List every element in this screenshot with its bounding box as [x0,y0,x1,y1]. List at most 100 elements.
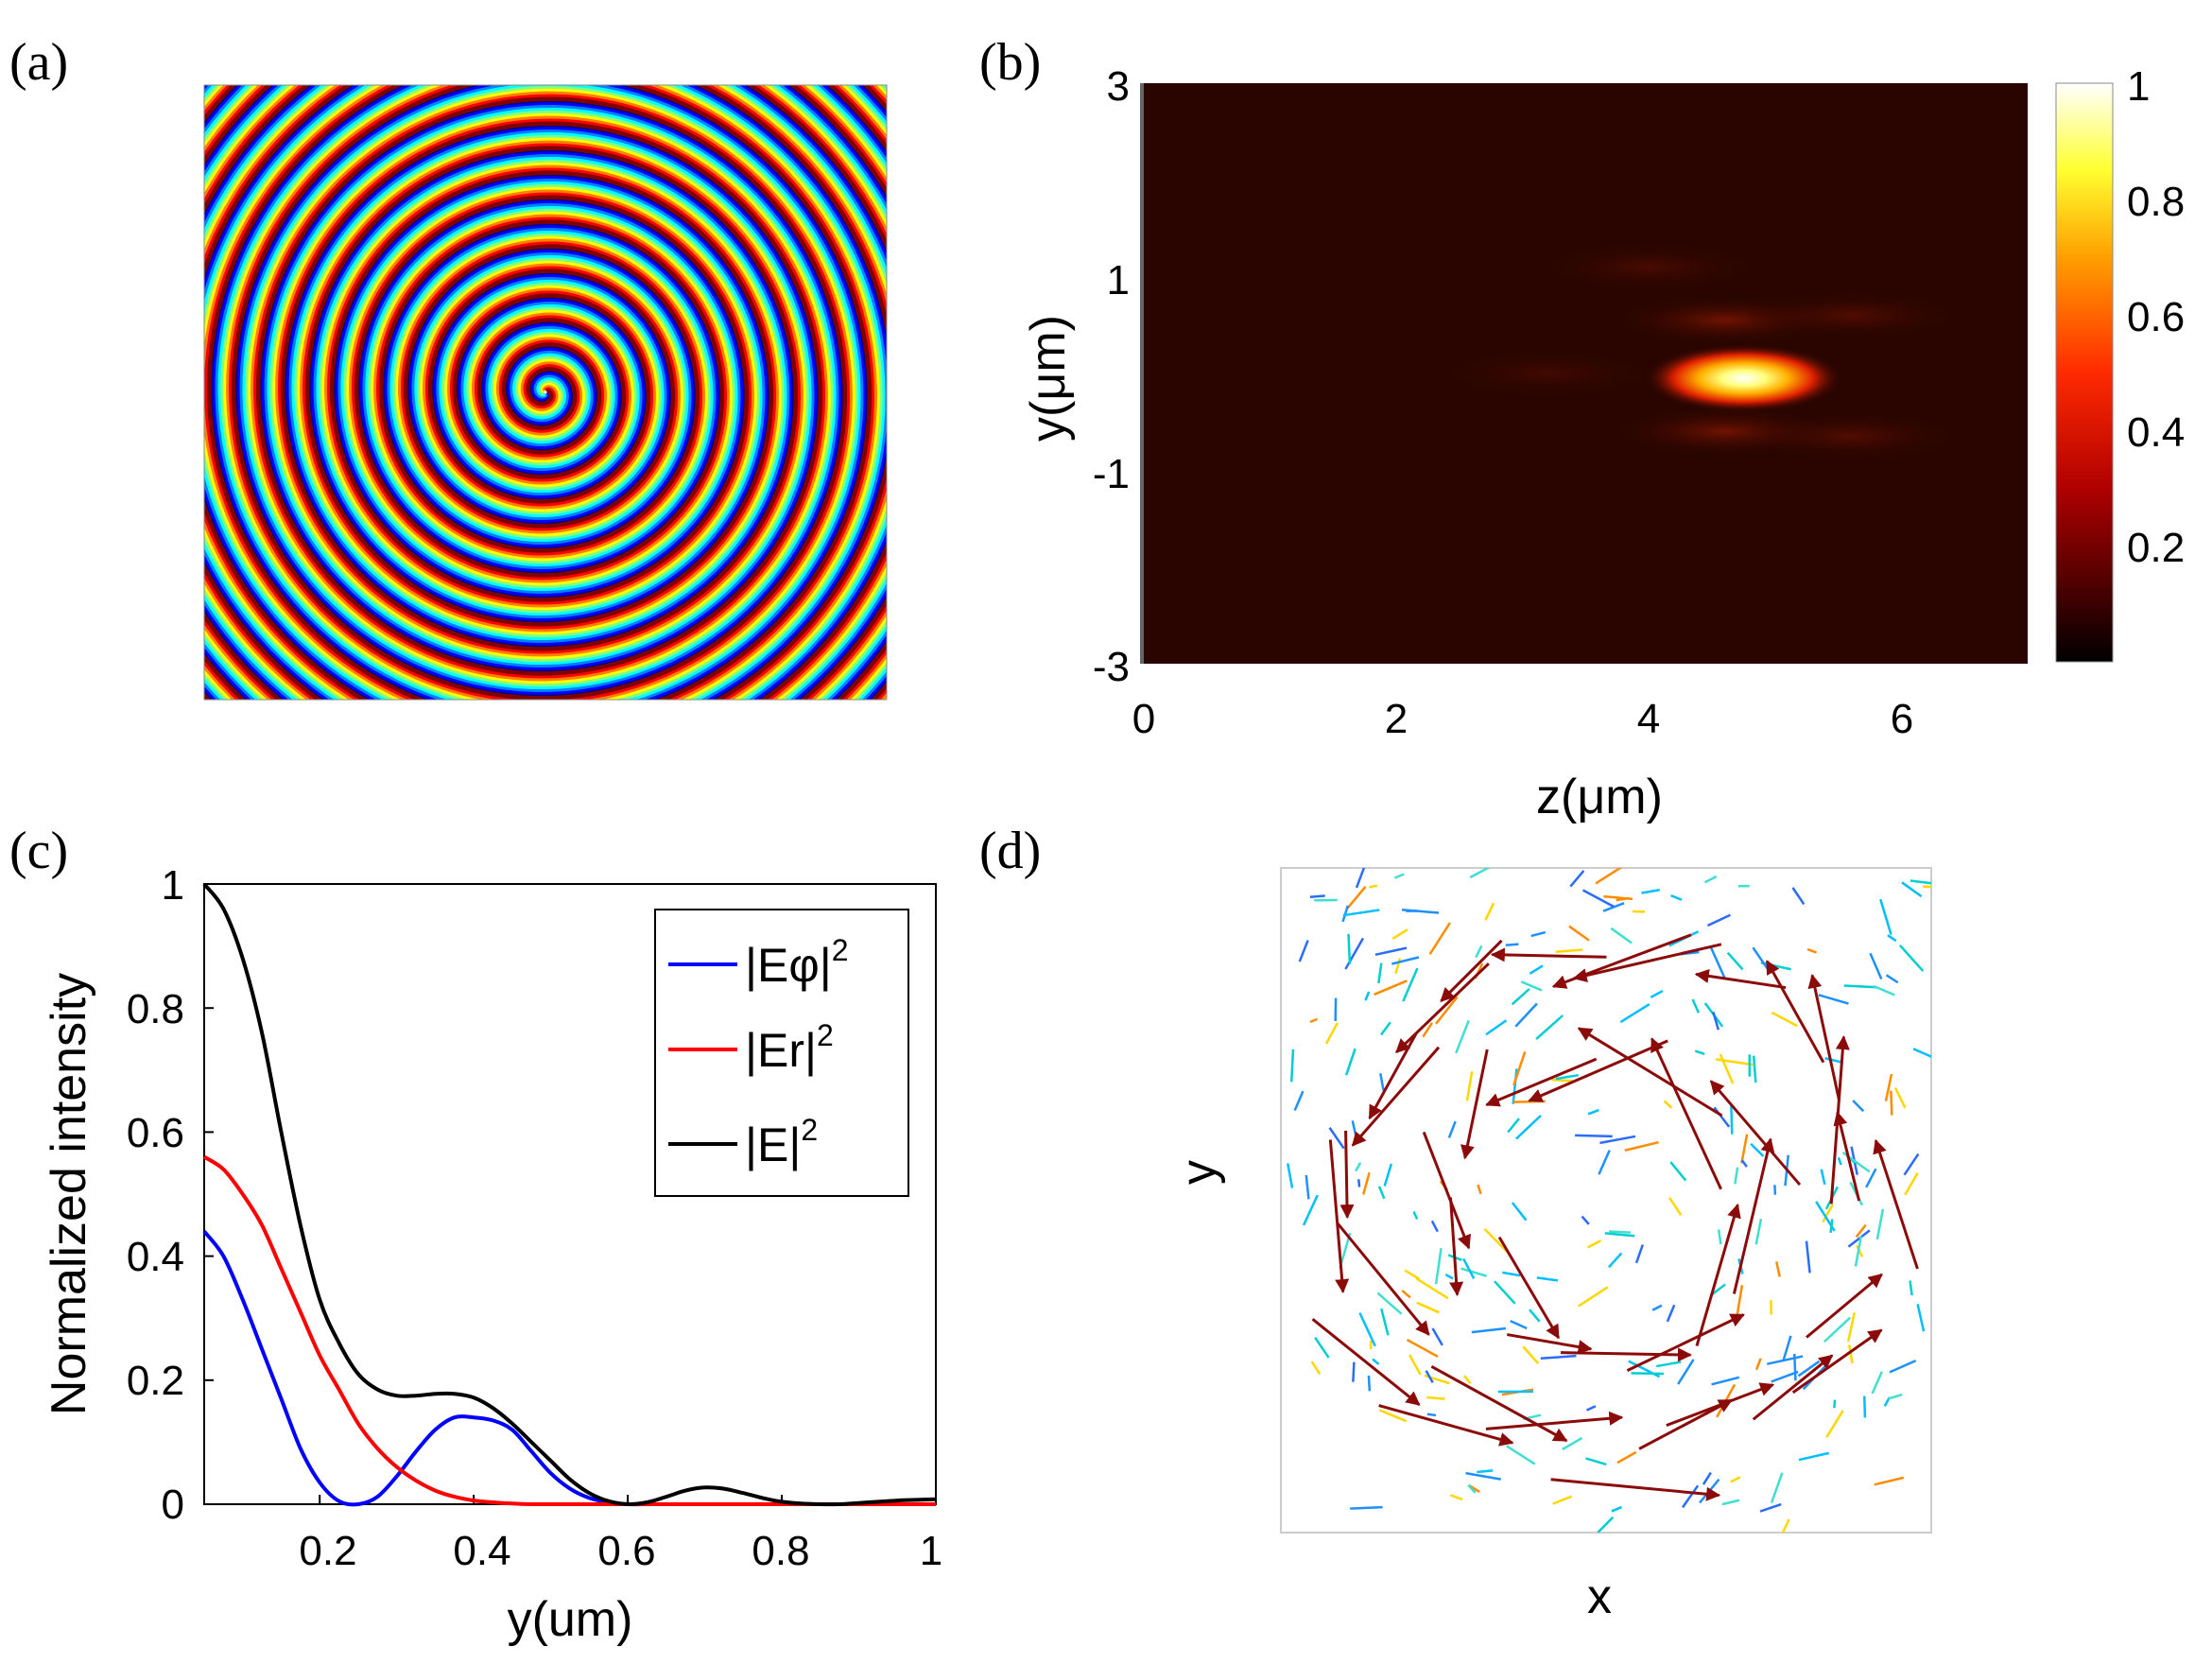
quiver-small-arrow [1475,945,1483,959]
quiver-small-arrow [1904,1171,1919,1196]
quiver-small-arrow [1347,933,1352,964]
quiver-small-arrow [1455,1019,1470,1054]
spiral-band [204,85,887,700]
quiver-small-arrow [1515,1114,1542,1140]
quiver-small-arrow [1286,1163,1294,1188]
quiver-small-arrow [1912,1048,1931,1059]
quiver-small-arrow [1447,1120,1457,1138]
quiver-small-arrow [1364,991,1371,1001]
quiver-small-arrow [1555,948,1583,954]
panel-a-frame [203,84,888,701]
quiver-small-arrow [1426,1413,1437,1417]
quiver-small-arrow [1512,1050,1527,1086]
quiver-small-arrow [1328,1127,1345,1150]
quiver-small-arrow [1401,1289,1411,1299]
heatmap-side-lobe [1535,242,1763,292]
quiver-arrows [1286,868,1931,1533]
quiver-small-arrow [1595,868,1623,885]
c-ytick-0.4: 0.4 [127,1234,184,1280]
quiver-small-arrow [1355,1162,1362,1172]
quiver-large-arrow [1528,1039,1668,1102]
quiver-small-arrow [1529,964,1544,975]
quiver-small-arrow [1669,1161,1687,1182]
quiver-small-arrow [1552,1495,1573,1505]
quiver-small-arrow [1792,1353,1797,1381]
quiver-small-arrow [1394,958,1402,975]
quiver-large-arrow [1638,1398,1734,1450]
quiver-small-arrow [1569,870,1585,888]
quiver-small-arrow [1540,1354,1577,1360]
quiver-large-arrow [1490,947,1607,962]
quiver-small-arrow [1575,1134,1613,1138]
quiver-small-arrow [1608,1252,1623,1269]
quiver-small-arrow [1713,1106,1731,1128]
quiver-small-arrow [1822,1204,1834,1223]
quiver-small-arrow [1691,998,1701,1014]
b-ytick-3: 3 [1107,63,1130,110]
quiver-small-arrow [1471,1326,1507,1334]
quiver-small-arrow [1465,1071,1474,1101]
b-y-axis-label: y(μm) [1021,315,1076,442]
quiver-small-arrow [1829,1219,1834,1233]
quiver-small-arrow [1885,974,1899,984]
quiver-small-arrow [1355,868,1366,889]
quiver-small-arrow [1703,875,1718,884]
quiver-small-arrow [1837,1156,1842,1166]
quiver-small-arrow [1434,1248,1443,1285]
quiver-small-arrow [1462,1375,1472,1384]
c-xtick-0.6: 0.6 [597,1528,655,1574]
quiver-large-arrow [1485,1057,1598,1107]
quiver-small-arrow [1874,1476,1905,1486]
b-ytick-neg1: -1 [1093,451,1130,497]
b-ytick-neg3: -3 [1093,644,1130,690]
quiver-small-arrow [1324,1022,1339,1045]
quiver-small-arrow [1415,1277,1449,1300]
quiver-small-arrow [1402,967,1419,1002]
quiver-small-arrow [1752,1055,1757,1083]
quiver-small-arrow [1462,1257,1476,1279]
quiver-large-arrow [1765,960,1825,1064]
quiver-small-arrow [1505,1445,1536,1465]
quiver-small-arrow [1619,1002,1650,1024]
quiver-small-arrow [1585,1405,1597,1412]
quiver-small-arrow [1510,1319,1528,1330]
quiver-small-arrow [1383,1163,1393,1187]
quiver-small-arrow [1362,1171,1371,1195]
quiver-small-arrow [1341,905,1350,923]
quiver-small-arrow [1875,1208,1885,1240]
quiver-small-arrow [1709,946,1726,979]
quiver-large-arrow [1328,1139,1350,1294]
heatmap-side-lobe [1737,290,1964,340]
quiver-small-arrow [1806,947,1818,954]
quiver-small-arrow [1512,1100,1546,1103]
quiver-small-arrow [1449,1494,1463,1501]
quiver-small-arrow [1846,1312,1856,1343]
quiver-small-arrow [1603,894,1633,901]
quiver-small-arrow [1425,1370,1434,1383]
quiver-small-arrow [1377,1186,1386,1200]
spiral-band [204,85,887,700]
spiral-band [204,85,887,700]
spiral-band [204,85,887,700]
quiver-small-arrow [1754,1358,1762,1371]
heatmap-side-lobe [1434,349,1662,398]
d-y-axis-label: y [1171,1160,1226,1185]
quiver-large-arrow [1507,1333,1593,1354]
quiver-small-arrow [1298,940,1309,962]
quiver-large-arrow [1694,968,1787,990]
quiver-small-arrow [1865,1168,1877,1188]
quiver-large-arrow [1626,1313,1745,1372]
quiver-small-arrow [1342,909,1380,917]
quiver-small-arrow [1726,951,1744,971]
quiver-small-arrow [1694,1049,1705,1056]
quiver-small-arrow [1374,946,1408,957]
quiver-large-arrow [1709,1080,1802,1187]
quiver-small-arrow [1711,1376,1740,1386]
quiver-large-arrow [1550,1478,1721,1501]
quiver-small-arrow [1712,1011,1720,1031]
colorbar-tick-0.4: 0.4 [2127,409,2185,456]
quiver-small-arrow [1372,1358,1380,1365]
quiver-large-arrow [1833,1111,1861,1202]
quiver-small-arrow [1847,1229,1871,1248]
